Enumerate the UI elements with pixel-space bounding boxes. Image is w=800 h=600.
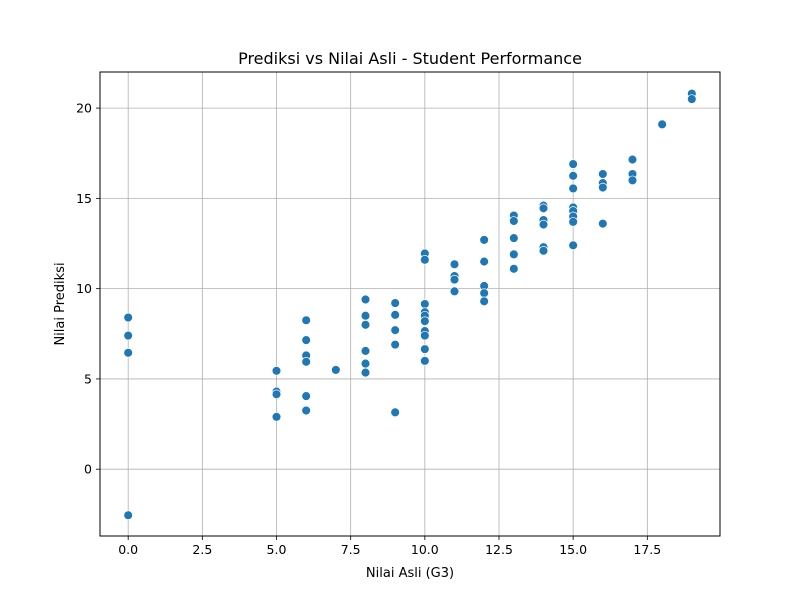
data-point	[390, 407, 400, 418]
data-point	[123, 330, 133, 341]
data-point	[627, 175, 638, 186]
data-point	[479, 296, 489, 307]
data-point	[420, 344, 430, 354]
data-point	[509, 264, 519, 274]
y-tick-label: 20	[76, 101, 92, 116]
x-tick-label: 15.0	[559, 542, 587, 557]
data-point	[538, 219, 549, 230]
data-point	[390, 310, 400, 320]
data-point	[360, 367, 371, 378]
data-point	[420, 316, 430, 326]
data-point	[271, 389, 282, 400]
x-tick-label: 0.0	[118, 542, 138, 557]
data-point	[598, 182, 608, 193]
plot-area	[100, 72, 720, 536]
data-point	[568, 159, 578, 169]
x-tick-label: 2.5	[192, 542, 212, 557]
data-point	[271, 366, 282, 376]
x-tick-label: 7.5	[341, 542, 361, 557]
data-point	[657, 119, 667, 130]
data-point	[360, 320, 371, 330]
plot-frame	[99, 71, 721, 537]
data-point	[420, 356, 430, 366]
data-point	[390, 339, 400, 350]
data-point	[301, 405, 311, 416]
data-point	[509, 233, 519, 243]
data-point	[301, 391, 311, 401]
chart-title: Prediksi vs Nilai Asli - Student Perform…	[238, 49, 582, 68]
x-axis-ticks: 0.0 2.5 5.0 7.5 10.0 12.5 15.0 17.5	[118, 536, 661, 557]
data-point	[479, 288, 489, 298]
y-tick-label: 0	[84, 462, 92, 477]
data-point	[360, 310, 371, 321]
data-point	[301, 315, 311, 325]
data-point	[449, 286, 460, 297]
data-point	[420, 330, 430, 341]
data-point	[568, 217, 578, 227]
x-axis-title: Nilai Asli (G3)	[366, 566, 454, 581]
data-point	[627, 154, 638, 165]
data-point	[360, 358, 371, 369]
y-axis-title: Nilai Prediksi	[53, 262, 68, 345]
data-point	[420, 299, 430, 309]
y-axis-ticks: 0 5 10 15 20	[76, 101, 100, 477]
data-point	[123, 347, 133, 358]
data-point	[598, 169, 608, 179]
data-point	[568, 240, 578, 251]
data-point	[360, 294, 371, 305]
x-tick-label: 5.0	[267, 542, 287, 557]
data-point	[123, 510, 133, 520]
data-point	[449, 259, 460, 270]
data-point	[568, 171, 578, 181]
data-point	[538, 203, 549, 214]
data-point	[360, 346, 371, 356]
data-point	[331, 365, 341, 375]
data-point	[568, 183, 578, 194]
data-point	[271, 412, 282, 422]
data-point	[420, 255, 430, 265]
grid-lines	[100, 72, 720, 536]
data-point	[301, 357, 311, 367]
data-point	[123, 312, 133, 323]
y-tick-label: 5	[84, 371, 92, 386]
data-point	[479, 256, 489, 267]
data-point	[479, 235, 489, 245]
data-point	[509, 216, 519, 226]
data-point	[509, 249, 519, 260]
data-point	[301, 335, 311, 345]
data-point	[538, 245, 549, 256]
y-tick-label: 15	[76, 191, 92, 206]
data-points	[123, 88, 697, 520]
y-tick-label: 10	[76, 281, 92, 296]
x-tick-label: 12.5	[485, 542, 513, 557]
x-tick-label: 10.0	[411, 542, 439, 557]
data-point	[598, 218, 608, 229]
data-point	[449, 274, 460, 285]
data-point	[687, 94, 697, 104]
data-point	[390, 325, 400, 335]
data-point	[390, 298, 400, 308]
x-tick-label: 17.5	[633, 542, 661, 557]
